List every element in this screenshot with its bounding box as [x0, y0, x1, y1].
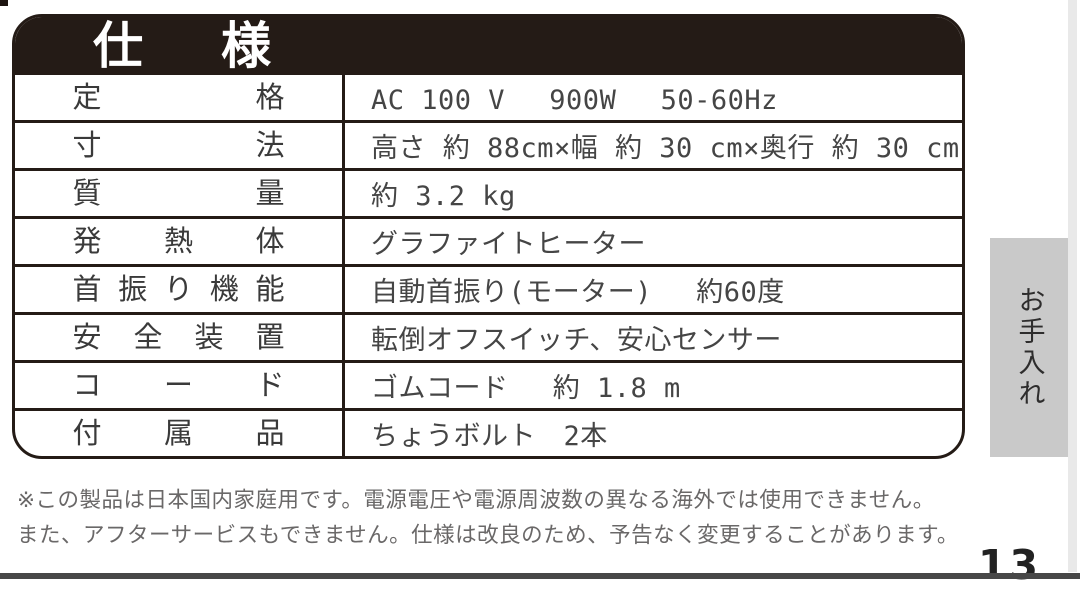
spec-row-label: 定格 — [15, 75, 345, 120]
side-tab-label: お手入れ — [1013, 285, 1045, 410]
spec-row-label: 安全装置 — [15, 315, 345, 360]
spec-table-header: 仕様 — [15, 17, 962, 75]
spec-row-value: 約 3.2 kg — [371, 181, 516, 212]
spec-row-value: 高さ 約 88cm×幅 約 30 cm×奥行 約 30 cm — [371, 133, 960, 164]
spec-row-label-text: 安全装置 — [72, 320, 285, 354]
spec-row-value: ちょうボルト 2本 — [371, 421, 608, 452]
page-number: 13 — [978, 541, 1042, 589]
spec-row-value: 自動首振り(モーター) 約60度 — [371, 277, 785, 308]
spec-row: コード ゴムコード 約 1.8 m — [15, 360, 962, 408]
spec-row-label-text: 質量 — [72, 176, 285, 210]
spec-row: 付属品 ちょうボルト 2本 — [15, 408, 962, 456]
spec-row-label: 首振り機能 — [15, 267, 345, 312]
spec-rows: 定格 AC 100 V 900W 50-60Hz 寸法 高さ 約 88cm×幅 約 3… — [15, 75, 962, 456]
spec-row-label: 寸法 — [15, 123, 345, 168]
spec-row: 発熱体 グラファイトヒーター — [15, 216, 962, 264]
spec-row-value: 転倒オフスイッチ、安心センサー — [371, 325, 782, 356]
spec-row-label-text: 寸法 — [72, 128, 285, 162]
page-edge-strip — [1068, 0, 1077, 572]
spec-table: 仕様 定格 AC 100 V 900W 50-60Hz 寸法 高さ 約 88cm×幅 … — [12, 14, 965, 459]
spec-row-label-text: 付属品 — [72, 416, 285, 450]
spec-row: 質量 約 3.2 kg — [15, 168, 962, 216]
spec-row-value: AC 100 V 900W 50-60Hz — [371, 85, 778, 116]
side-tab-care: お手入れ — [990, 238, 1068, 457]
spec-row-label: 付属品 — [15, 411, 345, 456]
spec-row: 寸法 高さ 約 88cm×幅 約 30 cm×奥行 約 30 cm — [15, 120, 962, 168]
spec-row-label: 発熱体 — [15, 219, 345, 264]
spec-row-value: ゴムコード 約 1.8 m — [371, 373, 681, 404]
bottom-rule — [0, 573, 1080, 579]
spec-row-label-text: 定格 — [72, 80, 285, 114]
spec-row-label-text: コード — [72, 368, 285, 402]
spec-table-title: 仕様 — [93, 17, 271, 75]
scan-corner-mark — [0, 0, 8, 6]
spec-row-label: 質量 — [15, 171, 345, 216]
spec-row: 定格 AC 100 V 900W 50-60Hz — [15, 75, 962, 120]
spec-row: 安全装置 転倒オフスイッチ、安心センサー — [15, 312, 962, 360]
spec-row: 首振り機能 自動首振り(モーター) 約60度 — [15, 264, 962, 312]
footnote-line-1: ※この製品は日本国内家庭用です。電源電圧や電源周波数の異なる海外では使用できませ… — [17, 488, 935, 513]
footnote: ※この製品は日本国内家庭用です。電源電圧や電源周波数の異なる海外では使用できませ… — [17, 483, 959, 553]
spec-row-label: コード — [15, 363, 345, 408]
spec-row-label-text: 首振り機能 — [72, 272, 285, 306]
footnote-line-2: また、アフターサービスもできません。仕様は改良のため、予告なく変更することがあり… — [17, 523, 959, 548]
spec-row-value: グラファイトヒーター — [371, 229, 646, 260]
spec-row-label-text: 発熱体 — [72, 224, 285, 258]
